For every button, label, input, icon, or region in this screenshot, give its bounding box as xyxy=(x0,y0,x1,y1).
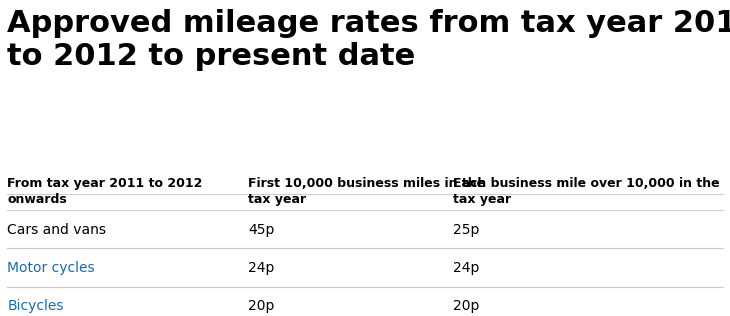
Text: Motor cycles: Motor cycles xyxy=(7,261,95,275)
Text: First 10,000 business miles in the
tax year: First 10,000 business miles in the tax y… xyxy=(248,177,485,206)
Text: Cars and vans: Cars and vans xyxy=(7,223,107,237)
Text: Each business mile over 10,000 in the
tax year: Each business mile over 10,000 in the ta… xyxy=(453,177,719,206)
Text: 45p: 45p xyxy=(248,223,274,237)
Text: From tax year 2011 to 2012
onwards: From tax year 2011 to 2012 onwards xyxy=(7,177,203,206)
Text: 24p: 24p xyxy=(248,261,274,275)
Text: Bicycles: Bicycles xyxy=(7,299,64,313)
Text: 24p: 24p xyxy=(453,261,479,275)
Text: 20p: 20p xyxy=(248,299,274,313)
Text: 20p: 20p xyxy=(453,299,479,313)
Text: Approved mileage rates from tax year 2011
to 2012 to present date: Approved mileage rates from tax year 201… xyxy=(7,9,730,71)
Text: 25p: 25p xyxy=(453,223,479,237)
